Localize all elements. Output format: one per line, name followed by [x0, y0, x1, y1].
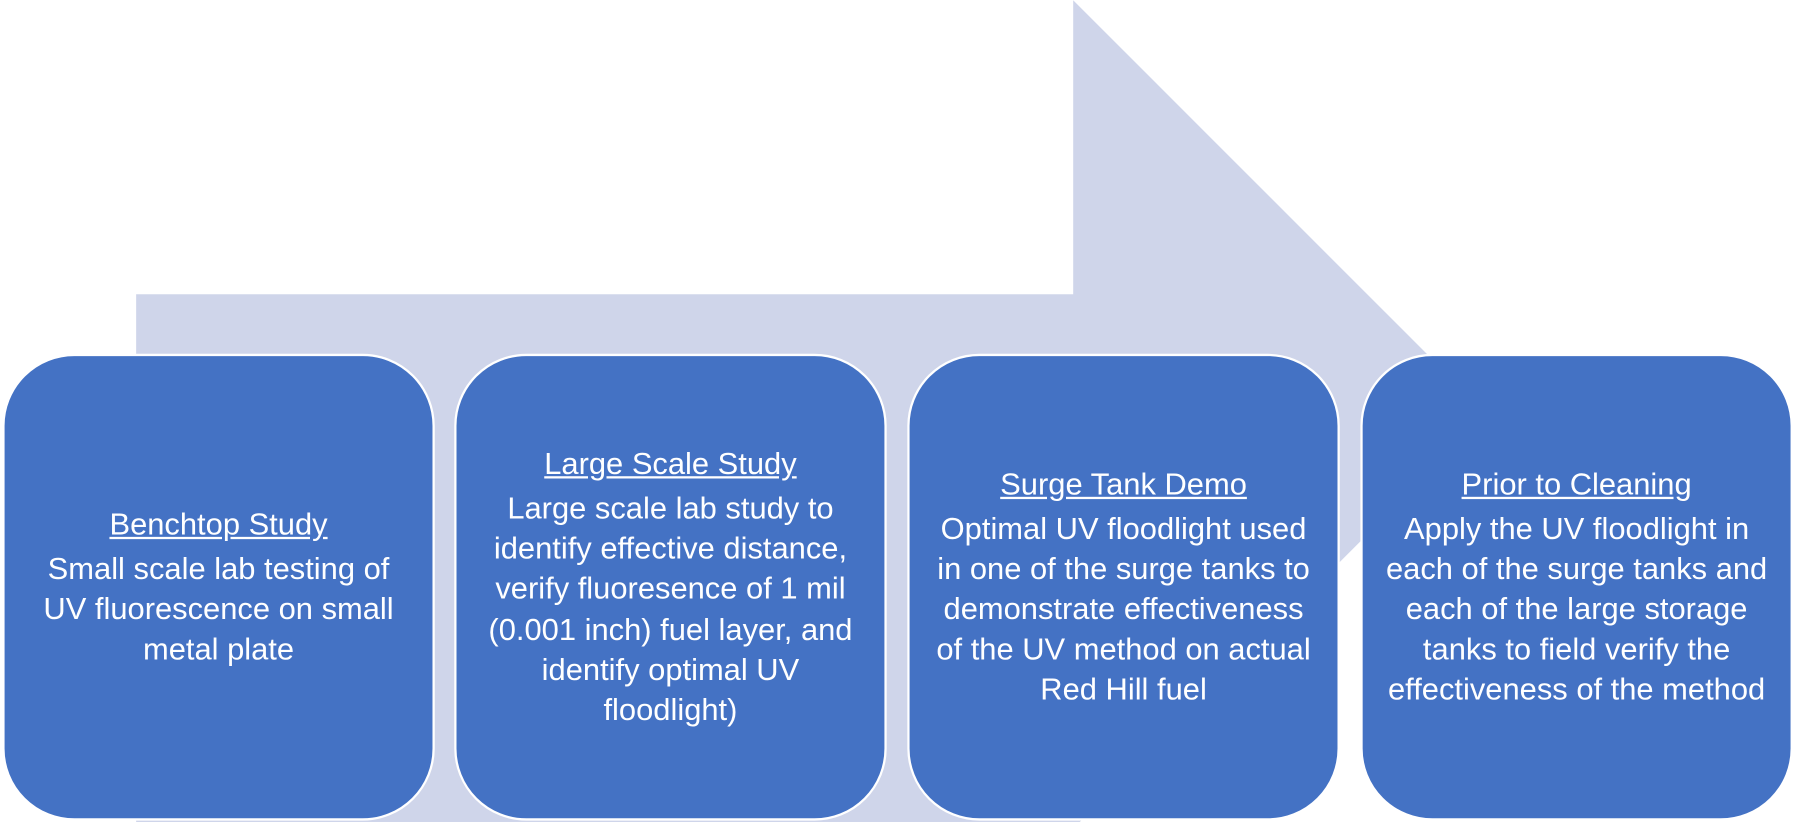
step-content: Large Scale Study Large scale lab study t… [455, 355, 885, 820]
step-description: Large scale lab study to identify effect… [488, 491, 853, 727]
step-description: Apply the UV floodlight in each of the s… [1385, 511, 1768, 707]
step-box [907, 353, 1340, 821]
step: Large Scale Study Large scale lab study t… [454, 353, 887, 821]
step-title: Surge Tank Demo [1000, 466, 1247, 502]
step-title: Prior to Cleaning [1461, 466, 1692, 502]
step-box [454, 353, 887, 821]
step-content: Prior to Cleaning Apply the UV floodlight… [1362, 355, 1792, 820]
step-description: Optimal UV floodlight used in one of the… [936, 511, 1311, 707]
step-title: Benchtop Study [109, 506, 328, 542]
step-description: Small scale lab testing of UV fluorescen… [43, 551, 394, 667]
step: Benchtop Study Small scale lab testing of… [2, 353, 435, 821]
step-content: Benchtop Study Small scale lab testing of… [3, 355, 433, 820]
step: Prior to Cleaning Apply the UV floodlight… [1360, 353, 1793, 821]
step-title: Large Scale Study [544, 446, 797, 481]
step-box [1360, 353, 1793, 821]
step: Surge Tank Demo Optimal UV floodlight use… [907, 353, 1340, 821]
step-content: Surge Tank Demo Optimal UV floodlight use… [908, 355, 1338, 820]
step-box [2, 353, 435, 821]
